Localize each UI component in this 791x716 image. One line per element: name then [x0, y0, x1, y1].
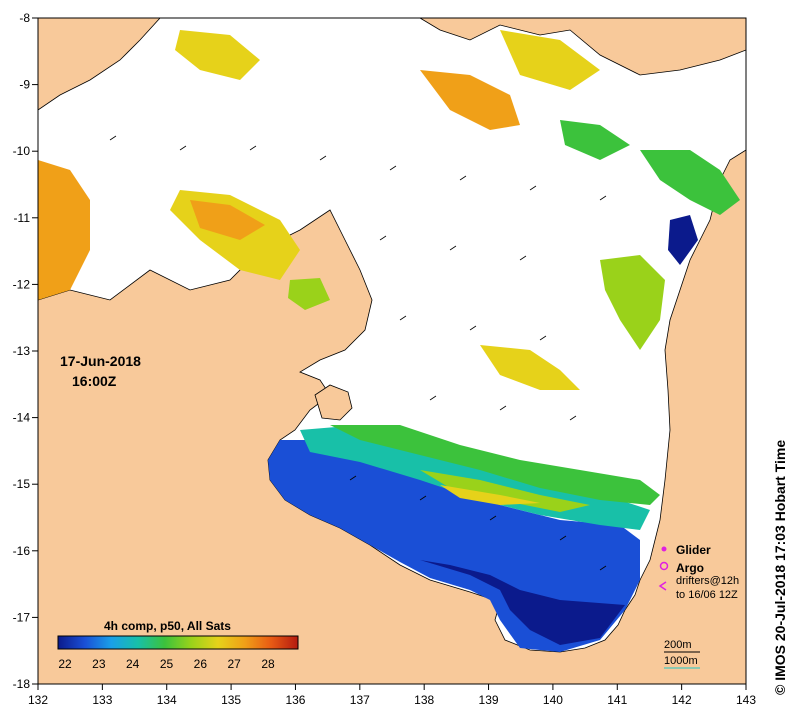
drifter-marker	[658, 581, 667, 591]
x-tick-label: 140	[543, 693, 563, 707]
x-tick-label: 141	[607, 693, 627, 707]
current-arrows	[109, 135, 607, 571]
x-tick-label: 133	[92, 693, 112, 707]
x-tick-label: 132	[28, 693, 48, 707]
y-tick-label: -12	[13, 277, 31, 291]
x-tick-label: 136	[285, 693, 305, 707]
date-label: 17-Jun-2018	[60, 353, 141, 369]
y-tick-label: -9	[19, 78, 30, 92]
drifters-label-2: to 16/06 12Z	[676, 589, 738, 601]
glider-marker	[661, 546, 667, 552]
colorbar-tick-label: 28	[261, 657, 275, 671]
x-tick-label: 137	[350, 693, 370, 707]
x-tick-label: 135	[221, 693, 241, 707]
colorbar-tick-label: 27	[227, 657, 241, 671]
y-tick-label: -17	[13, 610, 31, 624]
colorbar-tick-label: 25	[160, 657, 174, 671]
drifters-label-1: drifters@12h	[676, 575, 739, 587]
colorbar-tick-label: 24	[126, 657, 140, 671]
y-tick-label: -14	[13, 411, 31, 425]
x-tick-label: 134	[157, 693, 177, 707]
depth-200-label: 200m	[664, 639, 692, 651]
x-axis: 132 133 134 135 136 137 138 139 140 141 142 143	[28, 684, 756, 707]
credit-text: © IMOS 20-Jul-2018 17:03 Hobart Time	[772, 439, 788, 695]
y-axis: -8 -9 -10 -11 -12 -13 -14 -15 -16 -17 -18	[13, 11, 38, 691]
glider-label: Glider	[676, 543, 711, 557]
colorbar-bar	[57, 635, 299, 650]
x-tick-label: 142	[672, 693, 692, 707]
land-west	[37, 149, 747, 685]
x-tick-label: 143	[736, 693, 756, 707]
y-tick-label: -15	[13, 477, 31, 491]
y-tick-label: -11	[14, 211, 31, 225]
x-tick-label: 138	[414, 693, 434, 707]
y-tick-label: -18	[13, 677, 31, 691]
y-tick-label: -8	[19, 11, 30, 25]
island	[314, 384, 353, 421]
colorbar-tick-label: 23	[92, 657, 106, 671]
y-tick-label: -16	[13, 544, 31, 558]
y-tick-label: -13	[13, 344, 31, 358]
argo-marker	[659, 561, 669, 571]
x-tick-label: 139	[479, 693, 499, 707]
sst-patches	[38, 30, 740, 652]
colorbar-tick-label: 26	[194, 657, 208, 671]
time-label: 16:00Z	[72, 373, 117, 389]
depth-1000-label: 1000m	[664, 655, 698, 667]
argo-label: Argo	[676, 561, 704, 575]
y-tick-label: -10	[13, 144, 31, 158]
colorbar: 22 23 24 25 26 27 28	[57, 635, 299, 671]
colorbar-tick-label: 22	[58, 657, 72, 671]
colorbar-title: 4h comp, p50, All Sats	[104, 619, 231, 633]
land-nw	[37, 17, 161, 111]
